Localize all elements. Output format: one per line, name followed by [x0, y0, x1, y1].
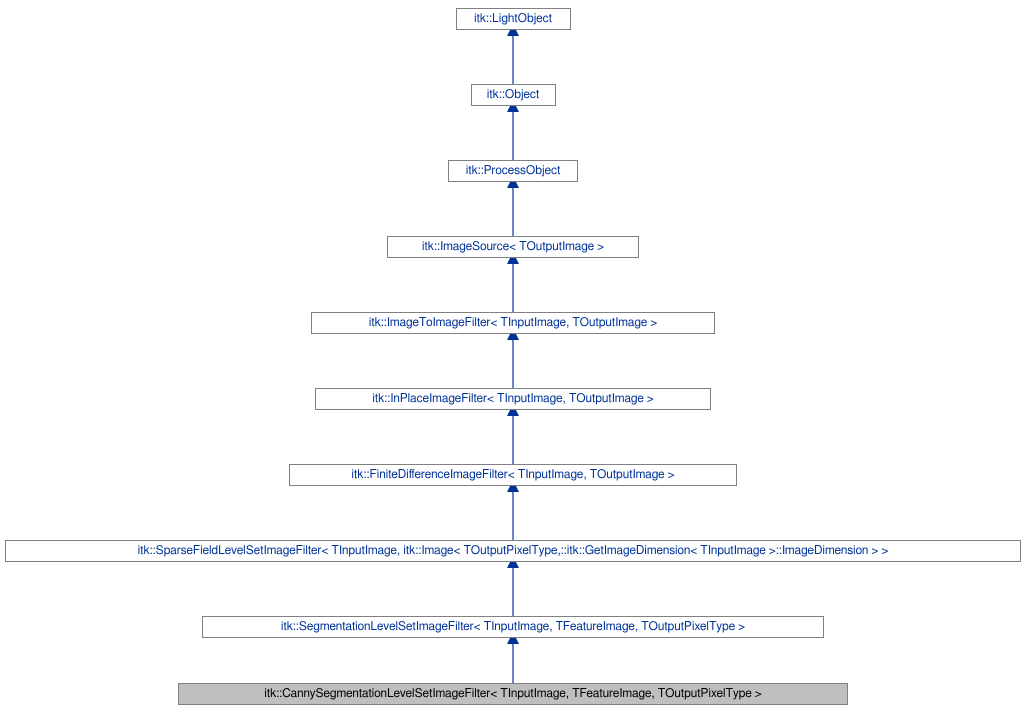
- class-node-label: itk::SegmentationLevelSetImageFilter< TI…: [281, 621, 745, 634]
- class-node[interactable]: itk::SegmentationLevelSetImageFilter< TI…: [202, 616, 824, 638]
- class-node-label: itk::Object: [487, 89, 539, 102]
- class-node[interactable]: itk::ImageSource< TOutputImage >: [387, 236, 639, 258]
- edge-layer: [0, 0, 1027, 709]
- class-node-label: itk::FiniteDifferenceImageFilter< TInput…: [351, 469, 674, 482]
- inheritance-diagram: itk::LightObjectitk::Objectitk::ProcessO…: [0, 0, 1027, 709]
- class-node[interactable]: itk::ProcessObject: [448, 160, 578, 182]
- class-node[interactable]: itk::ImageToImageFilter< TInputImage, TO…: [311, 312, 715, 334]
- class-node-label: itk::ImageToImageFilter< TInputImage, TO…: [369, 317, 657, 330]
- class-node[interactable]: itk::FiniteDifferenceImageFilter< TInput…: [289, 464, 737, 486]
- class-node[interactable]: itk::CannySegmentationLevelSetImageFilte…: [178, 683, 848, 705]
- class-node[interactable]: itk::SparseFieldLevelSetImageFilter< TIn…: [5, 540, 1021, 562]
- class-node[interactable]: itk::Object: [471, 84, 556, 106]
- class-node-label: itk::ImageSource< TOutputImage >: [422, 241, 604, 254]
- class-node[interactable]: itk::InPlaceImageFilter< TInputImage, TO…: [315, 388, 711, 410]
- class-node[interactable]: itk::LightObject: [456, 8, 571, 30]
- class-node-label: itk::InPlaceImageFilter< TInputImage, TO…: [372, 393, 654, 406]
- class-node-label: itk::CannySegmentationLevelSetImageFilte…: [264, 688, 761, 701]
- class-node-label: itk::LightObject: [474, 13, 552, 26]
- class-node-label: itk::SparseFieldLevelSetImageFilter< TIn…: [138, 545, 889, 558]
- class-node-label: itk::ProcessObject: [466, 165, 561, 178]
